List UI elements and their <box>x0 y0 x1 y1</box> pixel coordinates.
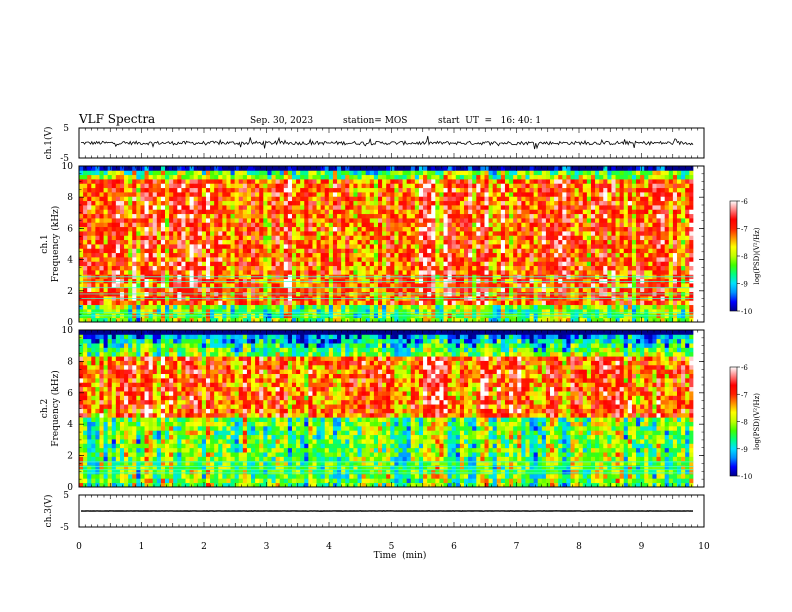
x-tick-label: 6 <box>451 542 457 552</box>
ch1-colorbar-tick-label: -6 <box>741 198 748 206</box>
ch2-colorbar-tick-label: -8 <box>741 419 748 427</box>
no-data-region <box>693 166 704 322</box>
x-tick-label: 2 <box>201 542 207 552</box>
x-tick-label: 8 <box>576 542 582 552</box>
ch1-y-tick-label: 6 <box>67 224 73 234</box>
colorbar-ch2: -6 -7 -8 -9 -10 log(PSD)(V²/Hz) <box>729 364 761 481</box>
date-label: Sep. 30, 2023 <box>250 116 313 126</box>
ch1-y-tick-label: 5 <box>63 124 69 134</box>
station-label: station= MOS <box>343 116 407 126</box>
ch1-voltage-panel: 5 -5 ch.1(V) <box>43 124 705 164</box>
ch1-colorbar-label: log(PSD)(V²/Hz) <box>753 227 761 284</box>
x-tick-label: 9 <box>639 542 645 552</box>
ch2-y-tick-label: 6 <box>67 389 73 399</box>
ch2-y-tick-label: 0 <box>67 483 73 493</box>
ch2-colorbar-gradient <box>729 366 738 477</box>
ch2-frequency-axis-label: ch.2Frequency (kHz) <box>40 370 61 447</box>
ch2-y-tick-label: 10 <box>62 326 74 336</box>
time-axis: 0 1 2 3 4 5 6 7 8 9 10 <box>76 542 710 552</box>
ch2-colorbar-tick-label: -6 <box>741 364 748 372</box>
ch1-y-tick-label: -5 <box>60 154 69 164</box>
x-tick-label: 10 <box>698 542 710 552</box>
ch2-spectrogram-cells <box>79 330 694 488</box>
ch1-y-tick-label: 0 <box>67 318 73 328</box>
x-tick-label: 7 <box>514 542 520 552</box>
ch1-voltage-trace <box>80 135 694 150</box>
ch1-y-tick-label: 4 <box>67 256 73 266</box>
no-data-region <box>693 330 704 487</box>
ch1-y-tick-label: 2 <box>67 287 73 297</box>
x-tick-label: 0 <box>76 542 82 552</box>
x-tick-label: 5 <box>389 542 395 552</box>
ch2-colorbar-label: log(PSD)(V²/Hz) <box>753 393 761 450</box>
ch1-colorbar-tick-label: -10 <box>741 308 752 316</box>
figure-title: VLF Spectra <box>78 112 155 126</box>
ch1-colorbar-tick-label: -9 <box>741 281 748 289</box>
start-ut-label: start UT = 16: 40: 1 <box>438 116 541 126</box>
ch3-y-tick-label: 5 <box>63 491 69 501</box>
x-axis-label: Time (min) <box>374 550 427 561</box>
ch1-frequency-axis-label: ch.1Frequency (kHz) <box>40 206 61 283</box>
ch1-spectrogram-panel: 10 8 6 4 2 0 ch.1Frequency (kHz) <box>40 162 705 328</box>
ch2-spectrogram-panel: 10 8 6 4 2 0 ch.2Frequency (kHz) <box>40 326 705 493</box>
x-tick-label: 1 <box>139 542 145 552</box>
ch1-colorbar-tick-label: -7 <box>741 226 748 234</box>
x-tick-label: 4 <box>326 542 332 552</box>
ch2-colorbar-tick-label: -9 <box>741 446 748 454</box>
ch2-colorbar-tick-label: -10 <box>741 473 752 481</box>
ch1-colorbar-gradient <box>729 200 738 312</box>
x-tick-label: 3 <box>264 542 270 552</box>
ch2-y-tick-label: 2 <box>67 452 73 462</box>
ch3-voltage-panel: 5 -5 ch.3(V) <box>43 491 705 533</box>
ch2-colorbar-tick-label: -7 <box>741 391 748 399</box>
colorbar-ch1: -6 -7 -8 -9 -10 log(PSD)(V²/Hz) <box>729 198 761 316</box>
ch2-y-tick-label: 4 <box>67 420 73 430</box>
ch3-voltage-axis-label: ch.3(V) <box>43 495 54 528</box>
ch1-y-tick-label: 10 <box>62 162 74 172</box>
ch2-y-tick-label: 8 <box>67 357 73 367</box>
ch1-voltage-axis-label: ch.1(V) <box>43 127 54 160</box>
ch1-y-tick-label: 8 <box>67 193 73 203</box>
ch1-colorbar-tick-label: -8 <box>741 253 748 261</box>
ch3-y-tick-label: -5 <box>60 523 69 533</box>
